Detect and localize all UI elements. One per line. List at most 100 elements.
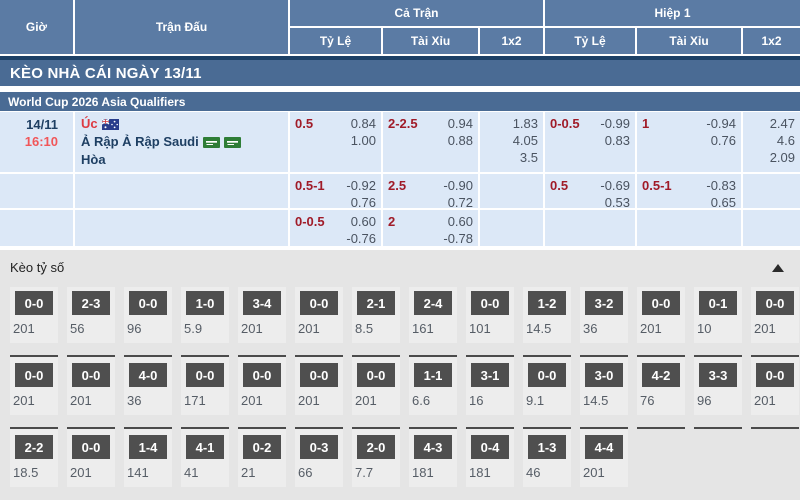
score-odds-cell[interactable]: 3-3 96 — [694, 355, 742, 415]
home-team-row[interactable]: Úc — [81, 115, 288, 133]
score-button[interactable]: 0-0 — [186, 363, 224, 387]
ft-overunder-odds-cell[interactable]: 2 0.60 -0.78 — [383, 210, 478, 246]
score-button[interactable]: 1-1 — [414, 363, 452, 387]
score-odds-cell[interactable]: 1-2 14.5 — [523, 287, 571, 343]
score-odds-cell[interactable]: 0-0 201 — [10, 355, 58, 415]
score-odds-cell[interactable]: 4-1 41 — [181, 427, 229, 487]
score-odds-cell[interactable]: 3-1 16 — [466, 355, 514, 415]
score-odds-cell[interactable]: 4-2 76 — [637, 355, 685, 415]
score-button[interactable]: 2-2 — [15, 435, 53, 459]
score-button[interactable]: 1-0 — [186, 291, 224, 315]
score-odds-cell[interactable]: 1-3 46 — [523, 427, 571, 487]
score-button[interactable]: 0-0 — [642, 291, 680, 315]
ft-1x2-odds-cell[interactable]: 1.83 4.05 3.5 — [480, 112, 543, 172]
score-odds-cell[interactable]: 0-0 9.1 — [523, 355, 571, 415]
score-odds-cell[interactable]: 4-0 36 — [124, 355, 172, 415]
score-button[interactable]: 4-2 — [642, 363, 680, 387]
score-button[interactable]: 0-1 — [699, 291, 737, 315]
score-button[interactable]: 0-0 — [15, 291, 53, 315]
score-odds-cell[interactable]: 0-0 201 — [751, 287, 799, 343]
score-odds-value: 6.6 — [412, 393, 431, 408]
h1-1x2-odds-cell[interactable]: 2.47 4.6 2.09 — [743, 112, 800, 172]
ft-handicap-odds-cell[interactable]: 0-0.5 0.60 -0.76 — [290, 210, 381, 246]
score-odds-cell[interactable]: 0-0 201 — [10, 287, 58, 343]
score-odds-cell[interactable]: 0-0 201 — [238, 355, 286, 415]
score-odds-cell[interactable]: 3-0 14.5 — [580, 355, 628, 415]
score-button[interactable]: 4-1 — [186, 435, 224, 459]
score-button[interactable]: 0-0 — [756, 291, 794, 315]
score-button[interactable]: 4-4 — [585, 435, 623, 459]
score-odds-cell[interactable]: 2-1 8.5 — [352, 287, 400, 343]
score-button[interactable]: 0-0 — [471, 291, 509, 315]
league-title-bar[interactable]: World Cup 2026 Asia Qualifiers — [0, 92, 800, 111]
match-teams-cell[interactable]: Úc Ả Rập Ả Rập Saudi Hòa — [75, 112, 288, 172]
score-odds-cell[interactable]: 2-0 7.7 — [352, 427, 400, 487]
score-odds-cell[interactable]: 0-1 10 — [694, 287, 742, 343]
ft-handicap-odds-cell[interactable]: 0.5 0.84 1.00 — [290, 112, 381, 172]
score-button[interactable]: 0-0 — [357, 363, 395, 387]
score-odds-cell[interactable]: 0-0 101 — [466, 287, 514, 343]
ft-handicap-odds-cell[interactable]: 0.5-1 -0.92 0.76 — [290, 174, 381, 208]
score-odds-cell[interactable]: 0-0 201 — [295, 287, 343, 343]
score-button[interactable]: 0-0 — [300, 291, 338, 315]
score-button[interactable]: 0-4 — [471, 435, 509, 459]
score-button[interactable]: 0-0 — [243, 363, 281, 387]
score-odds-cell[interactable]: 0-0 201 — [751, 355, 799, 415]
score-odds-cell[interactable]: 0-2 21 — [238, 427, 286, 487]
score-button[interactable]: 3-0 — [585, 363, 623, 387]
score-button[interactable]: 0-0 — [528, 363, 566, 387]
h1-handicap-odds-cell[interactable]: 0-0.5 -0.99 0.83 — [545, 112, 635, 172]
score-button[interactable]: 0-0 — [72, 435, 110, 459]
score-button[interactable]: 3-4 — [243, 291, 281, 315]
score-odds-cell[interactable]: 0-4 181 — [466, 427, 514, 487]
score-button[interactable]: 3-2 — [585, 291, 623, 315]
ft-overunder-odds-cell[interactable]: 2.5 -0.90 0.72 — [383, 174, 478, 208]
score-button[interactable]: 0-0 — [129, 291, 167, 315]
score-odds-cell[interactable]: 4-3 181 — [409, 427, 457, 487]
score-odds-cell[interactable]: 4-4 201 — [580, 427, 628, 487]
score-button[interactable]: 2-1 — [357, 291, 395, 315]
odds-values: 0.60 -0.78 — [443, 214, 473, 246]
triangle-up-icon[interactable] — [772, 263, 784, 272]
h1-overunder-odds-cell[interactable]: 0.5-1 -0.83 0.65 — [637, 174, 741, 208]
score-button[interactable]: 1-4 — [129, 435, 167, 459]
h1-handicap-odds-cell[interactable]: 0.5 -0.69 0.53 — [545, 174, 635, 208]
score-odds-cell[interactable]: 3-2 36 — [580, 287, 628, 343]
score-odds-cell[interactable]: 2-2 18.5 — [10, 427, 58, 487]
score-odds-cell[interactable]: 0-3 66 — [295, 427, 343, 487]
score-odds-cell[interactable]: 0-0 201 — [67, 427, 115, 487]
score-button[interactable]: 0-3 — [300, 435, 338, 459]
away-team-row[interactable]: Ả Rập Ả Rập Saudi — [81, 133, 288, 151]
score-odds-cell[interactable]: 0-0 201 — [67, 355, 115, 415]
score-button[interactable]: 1-2 — [528, 291, 566, 315]
score-button[interactable]: 0-2 — [243, 435, 281, 459]
score-button[interactable]: 0-0 — [756, 363, 794, 387]
score-odds-cell[interactable]: 2-3 56 — [67, 287, 115, 343]
score-odds-cell[interactable]: 2-4 161 — [409, 287, 457, 343]
score-odds-cell[interactable]: 1-1 6.6 — [409, 355, 457, 415]
score-button[interactable]: 2-3 — [72, 291, 110, 315]
score-button[interactable]: 3-3 — [699, 363, 737, 387]
score-odds-cell[interactable]: 0-0 201 — [352, 355, 400, 415]
correct-score-header[interactable]: Kèo tỷ số — [0, 250, 800, 281]
column-header-fulltime: Cả Trận — [290, 0, 543, 26]
score-odds-cell[interactable]: 1-0 5.9 — [181, 287, 229, 343]
score-odds-cell[interactable]: 0-0 201 — [637, 287, 685, 343]
score-button[interactable]: 0-0 — [15, 363, 53, 387]
score-button[interactable]: 0-0 — [72, 363, 110, 387]
score-odds-value: 21 — [241, 465, 256, 480]
score-button[interactable]: 0-0 — [300, 363, 338, 387]
score-button[interactable]: 4-3 — [414, 435, 452, 459]
score-button[interactable]: 2-0 — [357, 435, 395, 459]
score-odds-cell[interactable]: 3-4 201 — [238, 287, 286, 343]
score-odds-cell[interactable]: 0-0 201 — [295, 355, 343, 415]
score-odds-cell[interactable]: 1-4 141 — [124, 427, 172, 487]
score-odds-cell[interactable]: 0-0 96 — [124, 287, 172, 343]
score-odds-cell[interactable]: 0-0 171 — [181, 355, 229, 415]
score-button[interactable]: 4-0 — [129, 363, 167, 387]
score-button[interactable]: 2-4 — [414, 291, 452, 315]
ft-overunder-odds-cell[interactable]: 2-2.5 0.94 0.88 — [383, 112, 478, 172]
h1-overunder-odds-cell[interactable]: 1 -0.94 0.76 — [637, 112, 741, 172]
score-button[interactable]: 1-3 — [528, 435, 566, 459]
score-button[interactable]: 3-1 — [471, 363, 509, 387]
